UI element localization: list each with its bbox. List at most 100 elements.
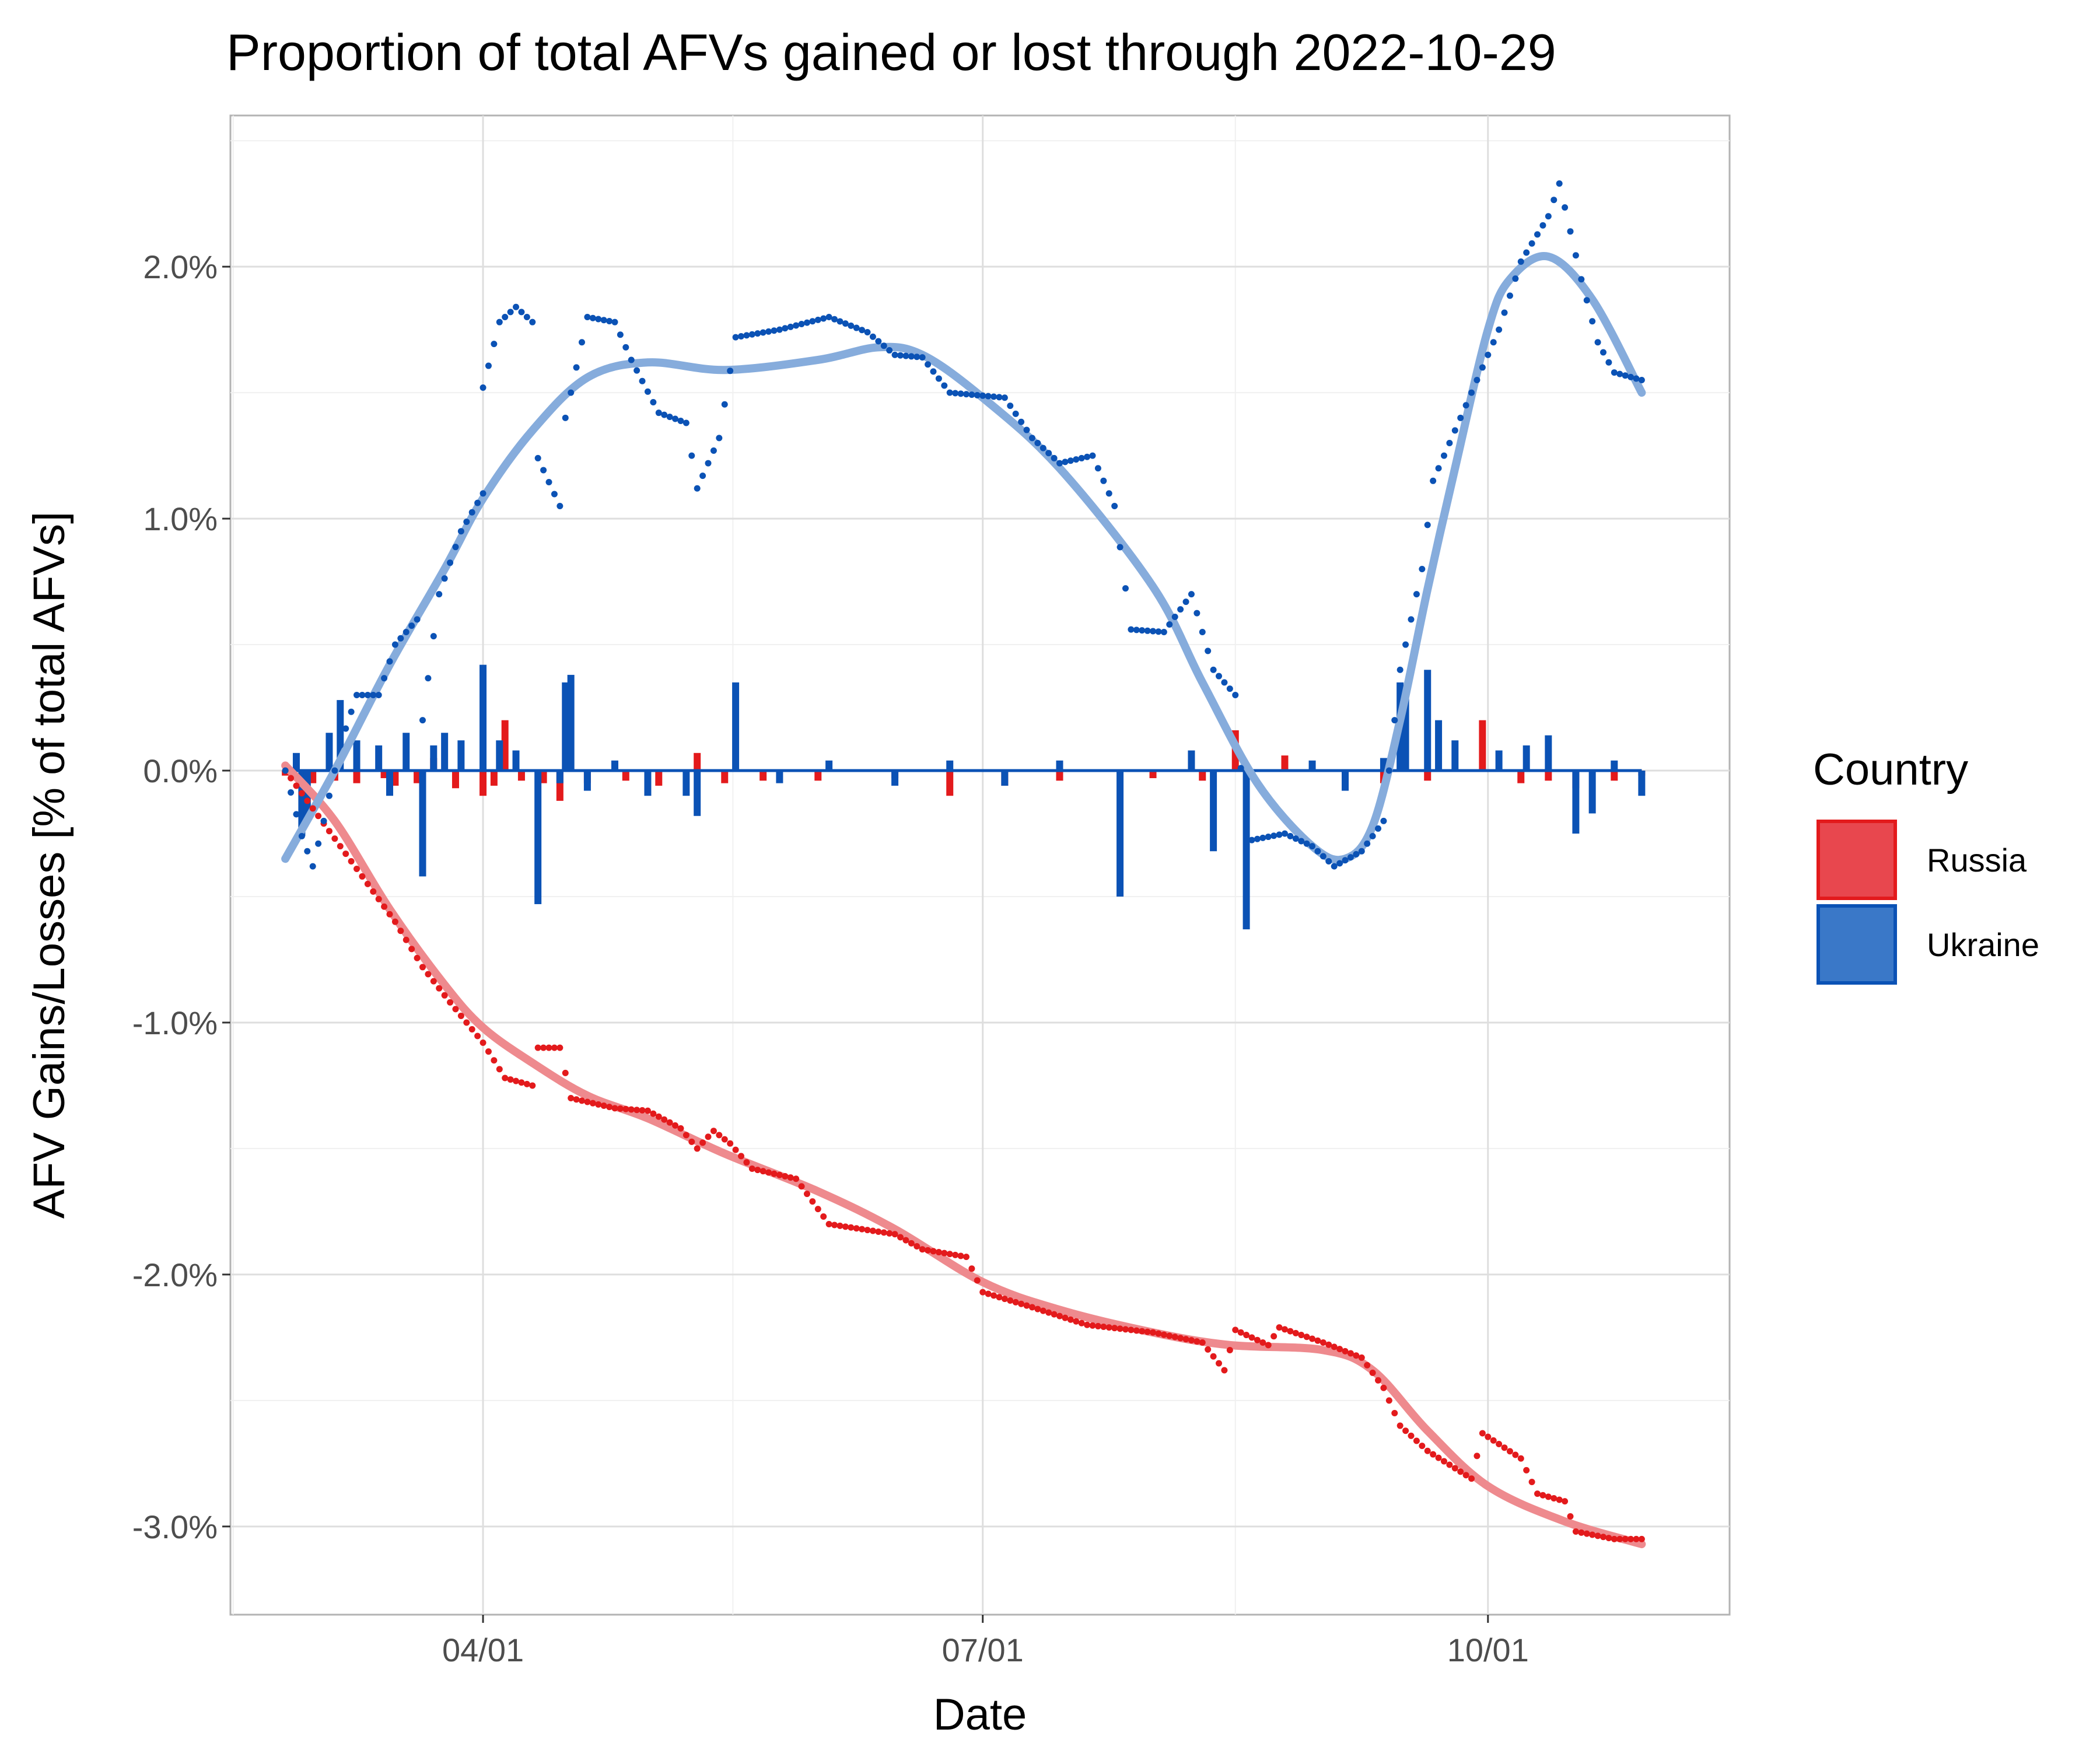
bar-ukraine — [512, 750, 520, 771]
point-russia — [502, 1074, 509, 1082]
point-ukraine — [1633, 375, 1640, 382]
point-ukraine — [584, 314, 591, 321]
bar-russia — [1056, 771, 1063, 781]
point-ukraine — [793, 322, 800, 329]
bar-ukraine — [419, 771, 426, 877]
x-tick-label: 10/01 — [1447, 1632, 1529, 1668]
point-russia — [677, 1125, 684, 1132]
bar-ukraine — [441, 733, 449, 771]
point-ukraine — [869, 333, 876, 340]
point-ukraine — [1485, 351, 1492, 358]
point-russia — [842, 1223, 849, 1230]
point-ukraine — [309, 863, 316, 870]
point-ukraine — [880, 342, 887, 349]
point-russia — [1353, 1352, 1360, 1359]
point-ukraine — [1133, 626, 1140, 634]
point-russia — [1116, 1325, 1124, 1332]
point-russia — [1556, 1496, 1563, 1503]
point-russia — [1605, 1535, 1612, 1542]
point-ukraine — [831, 316, 838, 323]
point-russia — [836, 1222, 844, 1229]
point-ukraine — [419, 717, 426, 724]
point-russia — [1265, 1342, 1272, 1349]
point-ukraine — [732, 334, 739, 341]
point-ukraine — [1528, 240, 1535, 247]
point-russia — [1051, 1311, 1058, 1318]
point-russia — [397, 928, 404, 935]
point-russia — [1408, 1432, 1415, 1439]
point-ukraine — [1320, 853, 1326, 860]
point-russia — [419, 964, 426, 971]
point-russia — [1128, 1326, 1135, 1334]
point-ukraine — [963, 391, 970, 398]
point-russia — [474, 1032, 481, 1040]
point-russia — [331, 835, 338, 842]
point-russia — [968, 1265, 975, 1272]
point-ukraine — [375, 691, 382, 698]
bar-russia — [490, 771, 498, 786]
point-russia — [1056, 1312, 1063, 1320]
point-russia — [782, 1172, 789, 1180]
point-ukraine — [1594, 339, 1601, 346]
point-russia — [1628, 1535, 1634, 1542]
point-russia — [1391, 1409, 1398, 1416]
point-ukraine — [1089, 452, 1096, 459]
point-ukraine — [836, 318, 844, 325]
point-ukraine — [337, 742, 344, 749]
point-russia — [1166, 1332, 1173, 1339]
bar-ukraine — [682, 771, 690, 796]
point-ukraine — [787, 323, 794, 330]
point-ukraine — [617, 331, 624, 338]
bar-ukraine — [375, 745, 383, 771]
point-russia — [743, 1159, 750, 1166]
point-ukraine — [1007, 402, 1014, 410]
bar-russia — [540, 771, 547, 783]
point-russia — [1512, 1451, 1519, 1458]
point-ukraine — [1067, 457, 1074, 464]
bar-ukraine — [1308, 760, 1316, 771]
point-russia — [540, 1044, 547, 1051]
point-ukraine — [342, 725, 349, 732]
point-russia — [710, 1128, 717, 1135]
point-ukraine — [825, 314, 832, 321]
point-russia — [1259, 1339, 1266, 1346]
point-russia — [606, 1104, 613, 1111]
point-ukraine — [1572, 252, 1579, 259]
point-russia — [1303, 1334, 1310, 1340]
point-ukraine — [1023, 426, 1030, 433]
point-russia — [1413, 1437, 1420, 1444]
point-ukraine — [1578, 276, 1585, 283]
point-ukraine — [1171, 614, 1178, 621]
point-russia — [1594, 1532, 1601, 1539]
point-russia — [1380, 1384, 1387, 1391]
point-ukraine — [288, 789, 295, 796]
point-ukraine — [1408, 616, 1415, 623]
point-russia — [869, 1227, 876, 1234]
point-russia — [507, 1076, 514, 1083]
point-russia — [1188, 1337, 1195, 1344]
point-ukraine — [320, 817, 327, 824]
point-ukraine — [1094, 465, 1101, 472]
point-russia — [600, 1102, 607, 1109]
point-russia — [655, 1113, 662, 1120]
bar-ukraine — [946, 760, 954, 771]
point-ukraine — [1084, 453, 1091, 460]
point-ukraine — [710, 447, 717, 454]
point-russia — [1298, 1332, 1305, 1339]
point-ukraine — [1435, 465, 1442, 472]
point-ukraine — [1144, 627, 1151, 634]
point-ukraine — [551, 491, 558, 498]
point-ukraine — [974, 391, 981, 398]
bar-ukraine — [1188, 750, 1195, 771]
point-ukraine — [1490, 339, 1497, 346]
point-ukraine — [771, 327, 778, 334]
point-russia — [1243, 1332, 1250, 1339]
point-ukraine — [1583, 297, 1590, 304]
point-russia — [891, 1231, 898, 1238]
point-russia — [1375, 1377, 1382, 1384]
point-russia — [1385, 1397, 1392, 1404]
point-ukraine — [1358, 848, 1365, 855]
point-russia — [694, 1145, 701, 1152]
bar-russia — [1149, 771, 1157, 778]
point-russia — [611, 1105, 618, 1112]
